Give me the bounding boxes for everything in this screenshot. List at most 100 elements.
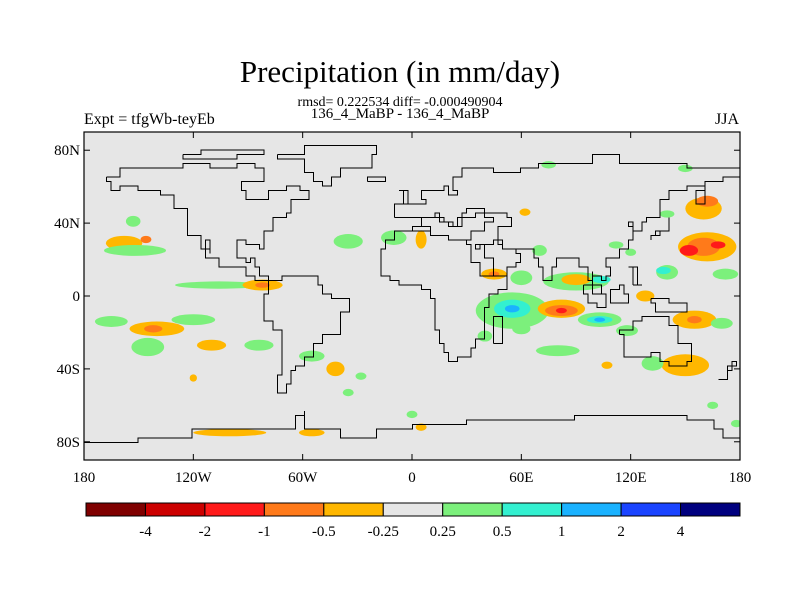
anomaly-region — [601, 361, 613, 369]
anomaly-region — [608, 241, 624, 249]
colorbar-swatch — [680, 502, 741, 517]
anomaly-region — [326, 361, 345, 377]
coastline — [650, 217, 670, 240]
anomaly-region — [193, 429, 267, 437]
coastline — [380, 226, 508, 362]
anomaly-region — [244, 339, 274, 351]
coastline — [718, 361, 737, 380]
colorbar-swatch — [442, 502, 503, 517]
x-tick-label: 180 — [73, 470, 96, 486]
coastline — [628, 266, 642, 286]
x-tick-label: 180 — [729, 470, 752, 486]
anomaly-region — [406, 410, 418, 419]
colorbar-label: 4 — [677, 524, 685, 540]
colorbar-label: 0.5 — [493, 524, 512, 540]
colorbar-swatch — [323, 502, 384, 517]
coastline — [106, 163, 310, 281]
x-tick-label: 60E — [509, 470, 533, 486]
coastline — [394, 154, 740, 295]
anomaly-region — [519, 208, 531, 216]
anomaly-region — [687, 316, 702, 324]
anomaly-region — [707, 401, 719, 409]
chart-subtitle: rmsd= 0.222534 diff= -0.000490904 — [297, 95, 503, 110]
anomaly-region — [625, 248, 637, 256]
anomaly-region — [555, 307, 567, 314]
season-label: JJA — [714, 111, 739, 128]
y-tick-label: 0 — [73, 289, 81, 305]
anomaly-region — [104, 244, 166, 256]
anomaly-region — [710, 317, 733, 329]
anomaly-region — [189, 374, 197, 382]
colorbar-swatch — [204, 502, 265, 517]
colorbar: -4 -2 -1 -0.5 -0.25 0.25 0.5 1 2 4 — [85, 502, 741, 540]
anomaly-region — [415, 423, 427, 431]
colorbar-label: -0.25 — [368, 524, 399, 540]
anomaly-region — [333, 234, 363, 249]
anomaly-region — [255, 282, 270, 288]
coastline — [367, 176, 386, 182]
anomaly-region — [636, 290, 655, 302]
anomaly-region — [712, 268, 739, 280]
y-tick-label: 80N — [54, 143, 80, 159]
anomaly-region — [299, 429, 325, 437]
y-tick-label: 80S — [57, 435, 80, 451]
anomaly-region — [661, 354, 710, 377]
x-tick-label: 120E — [615, 470, 647, 486]
anomaly-region — [144, 325, 163, 333]
anomaly-region — [561, 274, 591, 286]
anomaly-region — [730, 419, 740, 428]
coastline — [610, 284, 629, 304]
coastline — [493, 316, 503, 344]
coastline — [263, 275, 350, 394]
colorbar-label: -1 — [258, 524, 271, 540]
coastline — [583, 284, 607, 308]
anomaly-region — [512, 323, 531, 335]
anomaly-region — [299, 350, 325, 362]
anomaly-region — [679, 244, 699, 256]
x-tick-label: 0 — [408, 470, 416, 486]
experiment-label: Expt = tfgWb-teyEb — [84, 111, 215, 128]
anomaly-region — [535, 345, 580, 357]
coastline — [84, 411, 740, 443]
anomaly-region — [94, 316, 128, 327]
colorbar-swatch — [85, 502, 146, 517]
anomaly-region — [659, 210, 675, 218]
anomaly-region — [125, 215, 141, 227]
colorbar-swatch — [501, 502, 563, 517]
map-background — [84, 132, 740, 460]
colorbar-label: -0.5 — [312, 524, 336, 540]
anomaly-region — [355, 372, 367, 380]
colorbar-label: 2 — [617, 524, 625, 540]
anomaly-region — [616, 325, 638, 337]
anomaly-region — [532, 244, 547, 256]
anomaly-region — [710, 241, 726, 249]
colorbar-swatch — [561, 502, 622, 517]
colorbar-label: -2 — [199, 524, 212, 540]
x-tick-label: 120W — [175, 470, 213, 486]
anomaly-region — [696, 195, 719, 207]
colorbar-swatch — [382, 502, 444, 517]
anomaly-region — [678, 164, 693, 173]
coastline-layer — [84, 145, 740, 443]
anomaly-region — [594, 317, 606, 322]
coastline — [399, 190, 409, 205]
anomaly-region — [510, 270, 533, 286]
experiment-pair-label: 136_4_MaBP - 136_4_MaBP — [310, 106, 490, 122]
coastline — [650, 298, 688, 313]
y-axis: 80N 40N 0 40S 80S — [54, 143, 740, 451]
coastline — [277, 145, 377, 187]
x-axis: 180 120W 60W 0 60E 120E 180 — [73, 132, 752, 486]
y-tick-label: 40N — [54, 216, 80, 232]
colorbar-swatch — [144, 502, 206, 517]
anomaly-region — [641, 356, 664, 371]
anomaly-region — [196, 339, 227, 351]
colorbar-label: 0.25 — [430, 524, 456, 540]
anomaly-region — [140, 235, 152, 244]
colorbar-label: 1 — [558, 524, 566, 540]
anomaly-region — [171, 314, 216, 326]
anomaly-region — [656, 266, 671, 275]
coastline — [475, 239, 521, 277]
anomaly-region — [415, 230, 427, 249]
anomaly-region — [541, 161, 556, 169]
